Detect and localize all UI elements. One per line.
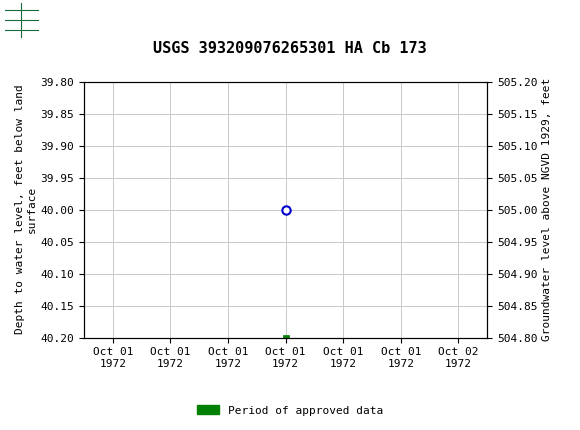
- Legend: Period of approved data: Period of approved data: [193, 401, 387, 420]
- Y-axis label: Depth to water level, feet below land
surface: Depth to water level, feet below land su…: [15, 85, 37, 335]
- Text: USGS: USGS: [44, 11, 99, 29]
- FancyBboxPatch shape: [5, 3, 38, 37]
- Text: USGS 393209076265301 HA Cb 173: USGS 393209076265301 HA Cb 173: [153, 41, 427, 56]
- Y-axis label: Groundwater level above NGVD 1929, feet: Groundwater level above NGVD 1929, feet: [542, 78, 552, 341]
